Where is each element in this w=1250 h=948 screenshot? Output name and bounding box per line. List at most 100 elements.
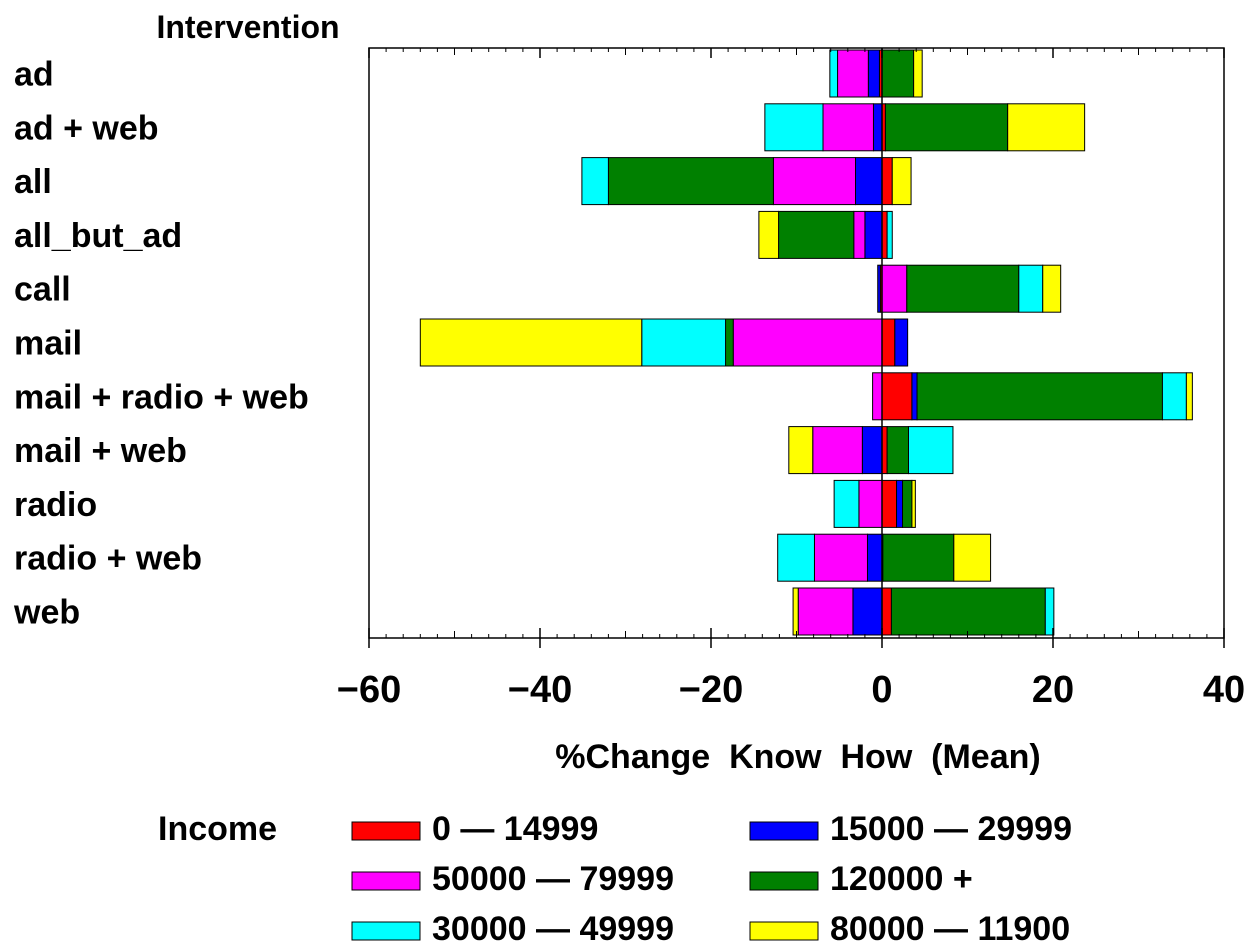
bar-radio-web-series-1 <box>866 533 883 582</box>
bar-web-series-2 <box>797 587 854 636</box>
legend-label-5: 80000 — 11900 <box>830 910 1070 948</box>
bar-all-series-5 <box>891 157 912 206</box>
bars <box>419 49 1193 636</box>
bar-ad-web-series-5 <box>1007 103 1086 152</box>
x-tick-label-40: 40 <box>1203 669 1245 711</box>
bar-all-but-ad-series-1 <box>864 210 883 259</box>
x-tick-label-20: 20 <box>1032 669 1074 711</box>
bar-mail-radio-web-series-5 <box>1185 372 1193 421</box>
bar-ad-web-series-4 <box>764 103 824 152</box>
bar-mail-radio-web-series-0 <box>881 372 913 421</box>
bar-all-but-ad-series-0 <box>881 210 888 259</box>
bar-radio-series-4 <box>833 479 860 528</box>
row-label-radio-web: radio + web <box>14 540 202 578</box>
bar-mail-web-series-1 <box>861 426 883 475</box>
bar-call-series-2 <box>881 264 908 313</box>
bar-radio-series-0 <box>881 479 898 528</box>
bar-radio-series-1 <box>896 479 904 528</box>
bar-mail-series-4 <box>641 318 727 367</box>
legend-label-2: 50000 — 79999 <box>432 860 674 898</box>
x-tick-label--40: −40 <box>508 669 572 711</box>
bar-all-but-ad-series-3 <box>778 210 855 259</box>
legend-title: Income <box>158 810 277 848</box>
bar-mail-radio-web-series-4 <box>1161 372 1187 421</box>
legend-label-1: 15000 — 29999 <box>830 810 1072 848</box>
bar-ad-series-3 <box>881 49 915 98</box>
bar-ad-series-2 <box>837 49 869 98</box>
bar-all-series-1 <box>854 157 883 206</box>
bar-all-series-0 <box>881 157 893 206</box>
legend-label-3: 120000 + <box>830 860 973 898</box>
bar-all-series-3 <box>607 157 774 206</box>
bar-ad-web-series-3 <box>884 103 1009 152</box>
x-axis-label: %Change Know How (Mean) <box>555 738 1040 776</box>
legend-label-4: 30000 — 49999 <box>432 910 674 948</box>
bar-all-but-ad-series-2 <box>853 210 866 259</box>
row-axis-title: Intervention <box>156 9 339 45</box>
row-label-web: web <box>13 594 80 632</box>
bar-web-series-4 <box>1044 587 1055 636</box>
row-label-ad-web: ad + web <box>14 109 159 147</box>
bar-call-series-5 <box>1042 264 1062 313</box>
x-axis-tick-labels: −60 −40 −20 0 20 40 <box>337 669 1245 711</box>
bar-mail-web-series-4 <box>908 426 954 475</box>
row-label-all-but-ad: all_but_ad <box>14 217 182 255</box>
bar-mail-series-0 <box>881 318 896 367</box>
bar-mail-radio-web-series-2 <box>872 372 883 421</box>
legend-swatch-2 <box>351 871 421 891</box>
bar-ad-web-series-2 <box>822 103 874 152</box>
bar-mail-web-series-0 <box>881 426 888 475</box>
bar-all-series-4 <box>581 157 609 206</box>
legend-swatch-1 <box>749 821 819 841</box>
bar-radio-web-series-3 <box>882 533 955 582</box>
row-label-ad: ad <box>14 56 54 94</box>
bar-web-series-5 <box>792 587 799 636</box>
bar-ad-web-series-1 <box>872 103 883 152</box>
bar-web-series-1 <box>852 587 883 636</box>
legend-swatch-4 <box>351 921 421 941</box>
row-label-call: call <box>14 271 71 309</box>
legend-swatch-0 <box>351 821 421 841</box>
legend-swatch-3 <box>749 871 819 891</box>
bar-radio-series-3 <box>902 479 913 528</box>
bar-mail-web-series-2 <box>812 426 863 475</box>
bar-all-but-ad-series-4 <box>886 210 893 259</box>
legend-label-0: 0 — 14999 <box>432 810 598 848</box>
bar-web-series-3 <box>890 587 1046 636</box>
bar-radio-series-5 <box>911 479 916 528</box>
row-label-mail: mail <box>14 325 82 363</box>
row-label-all: all <box>14 163 52 201</box>
bar-mail-series-5 <box>419 318 643 367</box>
bar-mail-series-3 <box>725 318 734 367</box>
bar-mail-radio-web-series-1 <box>911 372 918 421</box>
bar-call-series-3 <box>906 264 1020 313</box>
bar-ad-series-5 <box>913 49 923 98</box>
x-tick-label-0: 0 <box>871 669 892 711</box>
bar-mail-web-series-5 <box>788 426 814 475</box>
row-label-radio: radio <box>14 486 97 524</box>
bar-mail-series-2 <box>732 318 883 367</box>
x-axis-ticks <box>368 48 1225 648</box>
bar-all-series-2 <box>772 157 856 206</box>
bar-radio-web-series-4 <box>777 533 815 582</box>
x-tick-label--60: −60 <box>337 669 401 711</box>
bar-radio-web-series-5 <box>953 533 992 582</box>
legend-swatch-5 <box>749 921 819 941</box>
bar-mail-series-1 <box>894 318 909 367</box>
row-label-mail-radio-web: mail + radio + web <box>14 378 309 416</box>
legend: 0 — 14999 15000 — 29999 50000 — 79999 12000… <box>351 810 1072 948</box>
bar-call-series-4 <box>1018 264 1044 313</box>
bar-radio-series-2 <box>858 479 883 528</box>
row-label-mail-web: mail + web <box>14 432 187 470</box>
bar-ad-series-4 <box>829 49 839 98</box>
bar-mail-web-series-3 <box>886 426 910 475</box>
bar-web-series-0 <box>881 587 892 636</box>
bar-all-but-ad-series-5 <box>758 210 780 259</box>
bar-mail-radio-web-series-3 <box>916 372 1163 421</box>
bar-ad-series-1 <box>867 49 880 98</box>
bar-call-series-1 <box>877 264 881 313</box>
bar-radio-web-series-2 <box>813 533 868 582</box>
x-tick-label--20: −20 <box>679 669 743 711</box>
